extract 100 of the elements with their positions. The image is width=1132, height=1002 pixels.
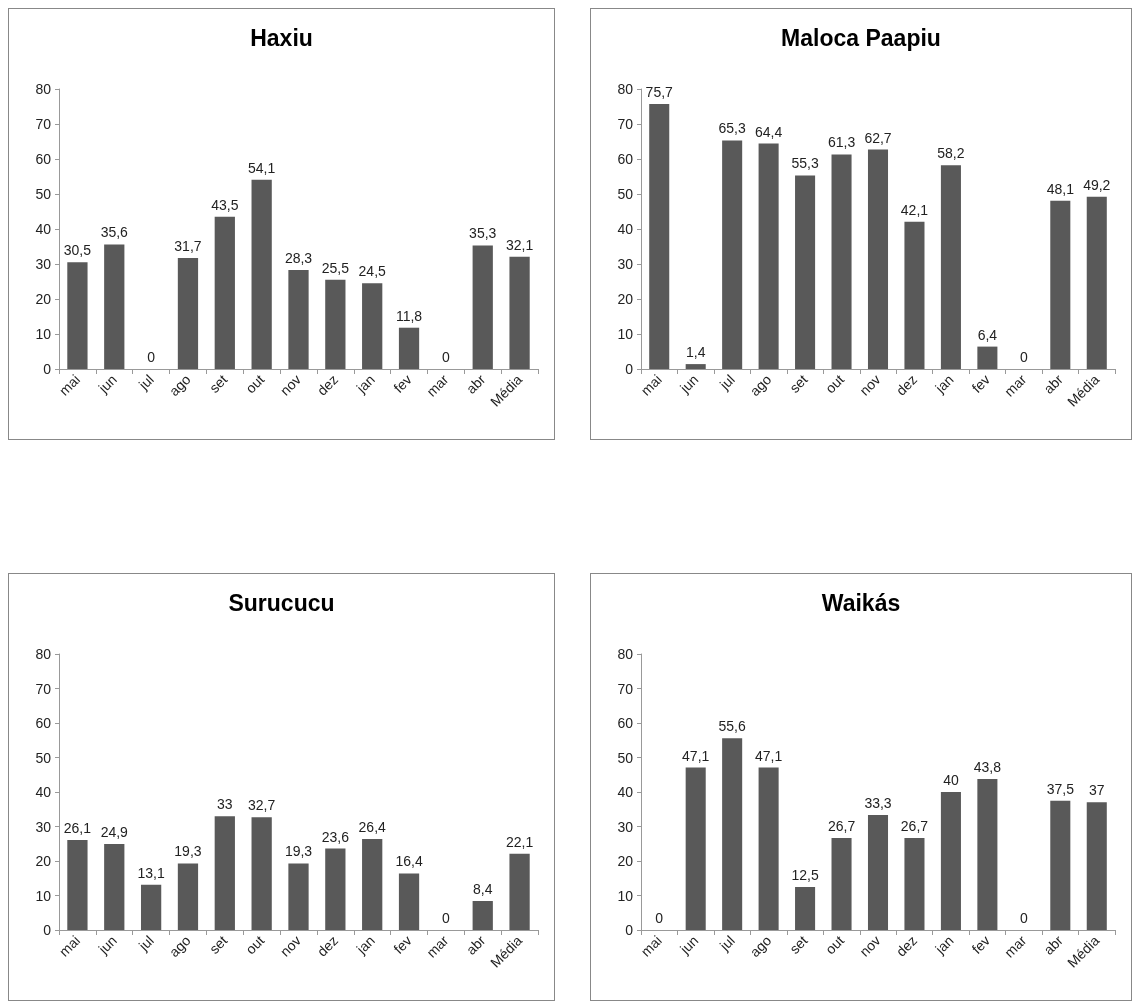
bar bbox=[398, 327, 420, 369]
chart-title: Maloca Paapiu bbox=[781, 24, 941, 51]
data-label: 49,2 bbox=[1083, 176, 1111, 193]
bar bbox=[509, 256, 530, 369]
x-tick-label: jun bbox=[676, 371, 702, 397]
data-label: 65,3 bbox=[718, 120, 746, 137]
data-label: 19,3 bbox=[284, 843, 313, 860]
bar bbox=[685, 767, 706, 930]
x-tick-label: ago bbox=[746, 932, 775, 961]
y-tick-label: 10 bbox=[35, 326, 52, 342]
bar bbox=[251, 817, 272, 930]
x-tick-label: nov bbox=[856, 932, 884, 960]
bar bbox=[140, 884, 162, 930]
bar bbox=[1086, 196, 1107, 369]
x-tick-label: dez bbox=[313, 932, 341, 960]
bar bbox=[67, 839, 88, 930]
x-tick-label: jan bbox=[931, 371, 957, 397]
x-tick-label: ago bbox=[746, 371, 775, 400]
bar bbox=[472, 901, 493, 930]
y-tick-label: 0 bbox=[625, 922, 634, 938]
bar bbox=[977, 778, 998, 930]
x-tick-label: out bbox=[822, 932, 848, 958]
bar bbox=[1050, 800, 1071, 930]
data-label: 19,3 bbox=[174, 843, 202, 860]
data-label: 24,5 bbox=[358, 263, 387, 280]
data-label: 48,1 bbox=[1046, 180, 1075, 197]
x-tick-label: jan bbox=[352, 932, 378, 958]
bar bbox=[1050, 200, 1071, 369]
data-label: 30,5 bbox=[63, 242, 92, 259]
bar bbox=[1086, 802, 1107, 930]
bar bbox=[867, 815, 889, 930]
y-tick-label: 70 bbox=[35, 680, 52, 697]
y-tick-label: 80 bbox=[35, 81, 52, 97]
x-tick-label: jul bbox=[715, 932, 738, 955]
bar bbox=[758, 143, 779, 369]
y-tick-label: 70 bbox=[617, 680, 634, 697]
bar bbox=[67, 262, 88, 369]
y-tick-label: 70 bbox=[617, 116, 634, 132]
data-label: 37,5 bbox=[1046, 780, 1075, 797]
data-label: 6,4 bbox=[977, 326, 998, 343]
data-label: 47,1 bbox=[754, 747, 783, 764]
data-label: 1,4 bbox=[685, 344, 706, 361]
bar bbox=[214, 816, 235, 930]
bar bbox=[104, 844, 125, 930]
data-label: 37 bbox=[1088, 782, 1105, 799]
data-label: 26,7 bbox=[900, 817, 929, 834]
y-tick-label: 30 bbox=[35, 256, 52, 272]
bar bbox=[509, 853, 530, 930]
y-tick-label: 60 bbox=[617, 715, 634, 731]
data-label: 32,1 bbox=[505, 236, 534, 253]
bar bbox=[325, 848, 346, 930]
x-tick-label: out bbox=[242, 932, 268, 958]
x-tick-label: abr bbox=[1040, 371, 1067, 397]
x-tick-label: jul bbox=[715, 371, 738, 394]
y-tick-label: 0 bbox=[43, 361, 52, 377]
bar bbox=[177, 258, 199, 369]
x-tick-label: abr bbox=[1040, 932, 1067, 958]
y-tick-label: 40 bbox=[35, 784, 52, 800]
data-label: 0 bbox=[441, 349, 450, 365]
data-label: 64,4 bbox=[754, 123, 783, 140]
data-label: 58,2 bbox=[937, 145, 965, 162]
data-label: 55,3 bbox=[791, 155, 819, 172]
data-label: 25,5 bbox=[321, 259, 350, 276]
x-tick-label: nov bbox=[276, 371, 305, 399]
y-tick-label: 10 bbox=[617, 887, 634, 904]
x-tick-label: dez bbox=[892, 371, 921, 399]
y-tick-label: 10 bbox=[617, 326, 634, 342]
x-tick-label: mai bbox=[637, 371, 665, 399]
x-tick-label: jul bbox=[134, 371, 157, 394]
data-label: 55,6 bbox=[718, 718, 746, 735]
data-label: 54,1 bbox=[248, 159, 276, 176]
bar bbox=[940, 165, 961, 369]
bar bbox=[362, 283, 383, 369]
data-label: 35,6 bbox=[100, 224, 129, 241]
bar bbox=[977, 346, 998, 369]
x-tick-label: mar bbox=[423, 371, 452, 400]
y-tick-label: 50 bbox=[617, 749, 634, 766]
y-tick-label: 50 bbox=[617, 186, 634, 202]
data-label: 26,1 bbox=[63, 819, 92, 836]
bar bbox=[104, 244, 125, 369]
data-label: 43,8 bbox=[973, 758, 1002, 775]
x-tick-label: mar bbox=[423, 932, 452, 961]
x-tick-label: jun bbox=[676, 932, 702, 958]
data-label: 0 bbox=[441, 910, 450, 926]
bar bbox=[722, 140, 743, 369]
bar bbox=[904, 837, 925, 930]
bar bbox=[831, 837, 852, 930]
data-label: 33,3 bbox=[864, 795, 892, 812]
chart-title: Surucucu bbox=[228, 589, 335, 616]
y-tick-label: 20 bbox=[617, 291, 634, 307]
data-label: 26,7 bbox=[827, 817, 856, 834]
data-label: 43,5 bbox=[211, 196, 239, 213]
data-label: 62,7 bbox=[864, 129, 892, 146]
bar bbox=[288, 863, 309, 930]
y-tick-label: 80 bbox=[617, 81, 634, 97]
y-tick-label: 20 bbox=[35, 291, 52, 307]
y-tick-label: 60 bbox=[617, 151, 634, 167]
bar bbox=[867, 149, 889, 369]
bar bbox=[214, 216, 235, 369]
data-label: 12,5 bbox=[791, 866, 819, 883]
